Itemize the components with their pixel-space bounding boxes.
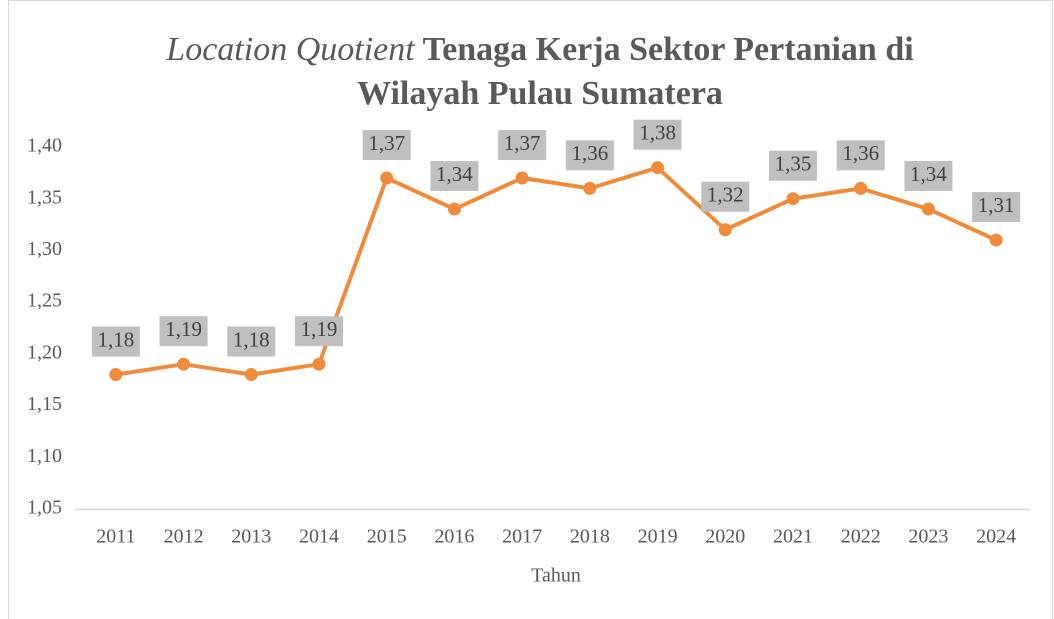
marker xyxy=(583,181,597,195)
marker xyxy=(921,202,935,216)
value-label-box xyxy=(430,161,479,192)
chart-title-line2: Wilayah Pulau Sumatera xyxy=(357,75,723,112)
value-label-box xyxy=(972,192,1021,223)
value-label: 1,35 xyxy=(775,152,812,176)
title-part: Tenaga Kerja Sektor Pertanian di xyxy=(423,31,914,68)
y-tick-label: 1,15 xyxy=(27,393,62,415)
chart-title: Location Quotient Tenaga Kerja Sektor Pe… xyxy=(165,31,913,68)
x-axis-label: Tahun xyxy=(531,565,581,587)
value-label-box xyxy=(565,140,614,171)
x-tick-label: 2015 xyxy=(367,526,407,548)
marker xyxy=(447,202,461,216)
x-tick-label: 2019 xyxy=(638,526,678,548)
x-tick-label: 2012 xyxy=(164,526,204,548)
x-tick-label: 2023 xyxy=(908,526,948,548)
marker xyxy=(718,223,732,237)
y-tick-label: 1,30 xyxy=(27,238,62,260)
x-tick-label: 2013 xyxy=(231,526,271,548)
marker xyxy=(786,192,800,206)
marker xyxy=(380,171,394,185)
value-label: 1,37 xyxy=(504,131,541,155)
value-label-box xyxy=(295,316,343,347)
x-tick-label: 2017 xyxy=(502,526,542,548)
value-label: 1,19 xyxy=(301,317,338,341)
value-label: 1,37 xyxy=(368,131,405,155)
value-label: 1,19 xyxy=(165,317,202,341)
value-label-box xyxy=(769,150,817,181)
value-label: 1,38 xyxy=(639,120,676,144)
y-tick-label: 1,25 xyxy=(27,290,62,312)
value-label: 1,31 xyxy=(978,193,1015,217)
value-label-box xyxy=(362,130,411,161)
marker xyxy=(989,233,1003,247)
x-tick-label: 2018 xyxy=(570,526,610,548)
value-label-box xyxy=(904,161,953,192)
value-label-box xyxy=(227,326,276,357)
y-tick-label: 1,20 xyxy=(27,341,62,363)
chart-frame xyxy=(8,0,1053,619)
y-tick-label: 1,40 xyxy=(27,135,62,157)
x-tick-label: 2014 xyxy=(299,526,339,548)
title-italic: Location Quotient xyxy=(165,31,416,68)
y-tick-label: 1,35 xyxy=(27,186,62,208)
value-label-box xyxy=(836,140,885,171)
value-label-box xyxy=(701,181,750,212)
marker xyxy=(244,368,258,382)
value-label: 1,36 xyxy=(842,141,879,165)
x-tick-label: 2022 xyxy=(841,526,881,548)
y-tick-label: 1,05 xyxy=(27,497,62,519)
value-label-box xyxy=(159,316,208,347)
value-label-box xyxy=(633,119,682,150)
value-label: 1,34 xyxy=(436,162,473,186)
x-tick-label: 2021 xyxy=(773,526,813,548)
y-tick-label: 1,10 xyxy=(27,445,62,467)
x-tick-label: 2011 xyxy=(96,526,135,548)
marker xyxy=(109,368,123,382)
x-tick-label: 2024 xyxy=(976,526,1016,548)
marker xyxy=(177,357,191,371)
value-label: 1,32 xyxy=(707,183,744,207)
marker xyxy=(515,171,529,185)
value-label: 1,34 xyxy=(910,162,947,186)
value-label: 1,18 xyxy=(97,327,134,351)
value-label: 1,36 xyxy=(571,141,608,165)
line xyxy=(115,165,997,377)
x-tick-label: 2020 xyxy=(705,526,745,548)
value-label-box xyxy=(91,326,140,357)
marker xyxy=(312,357,326,371)
value-label: 1,18 xyxy=(233,327,270,351)
marker xyxy=(854,181,868,195)
marker xyxy=(651,161,665,175)
value-label-box xyxy=(498,130,547,161)
x-tick-label: 2016 xyxy=(434,526,474,548)
